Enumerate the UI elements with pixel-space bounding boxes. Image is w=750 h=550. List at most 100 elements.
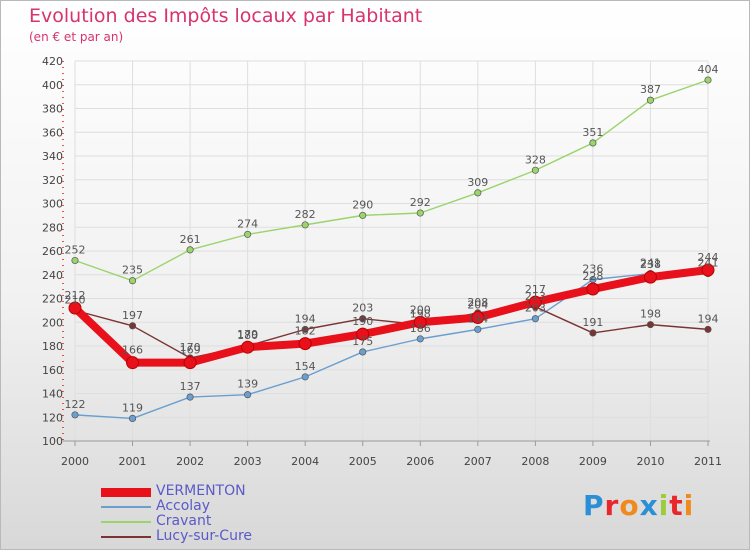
series-line-lucy-sur-cure (74, 306, 709, 359)
y-tick-label: 240 (42, 269, 63, 282)
data-point-cravant (128, 277, 137, 285)
legend-label-accolay: Accolay (156, 498, 211, 514)
data-point-accolay (531, 315, 539, 323)
data-label-cravant: 274 (237, 217, 258, 230)
data-label-lucy-sur-cure: 170 (180, 341, 201, 354)
logo-letter: o (619, 489, 640, 522)
chart-subtitle: (en € et par an) (29, 30, 124, 44)
data-label-accolay: 137 (180, 380, 201, 393)
data-label-accolay: 139 (237, 378, 258, 391)
data-label-vermenton: 238 (640, 258, 661, 271)
logo-letter: t (669, 489, 684, 522)
logo-letter: P (583, 489, 605, 522)
data-point-accolay (416, 335, 424, 343)
data-label-cravant: 351 (582, 126, 603, 139)
data-label-lucy-sur-cure: 210 (65, 293, 86, 306)
data-label-vermenton: 217 (525, 283, 546, 296)
y-tick-label: 360 (42, 126, 63, 139)
data-point-vermenton (471, 311, 485, 324)
data-label-lucy-sur-cure: 213 (525, 290, 546, 303)
data-label-lucy-sur-cure: 191 (582, 316, 603, 329)
data-point-accolay (186, 393, 194, 401)
data-label-vermenton: 166 (122, 344, 143, 357)
y-tick-label: 120 (42, 411, 63, 424)
data-label-cravant: 261 (180, 233, 201, 246)
data-label-vermenton: 212 (65, 289, 86, 302)
data-label-accolay: 122 (65, 398, 86, 411)
y-tick-label: 180 (42, 340, 63, 353)
x-tick-label: 2011 (694, 455, 722, 468)
y-tick-label: 320 (42, 174, 63, 187)
y-tick-label: 300 (42, 198, 63, 211)
data-label-cravant: 282 (295, 208, 316, 221)
y-tick-label: 260 (42, 245, 63, 258)
data-point-cravant (531, 166, 539, 174)
data-point-lucy-sur-cure (646, 321, 655, 329)
data-label-vermenton: 169 (180, 344, 201, 357)
data-point-lucy-sur-cure (128, 322, 137, 330)
legend-swatch-cravant (101, 521, 151, 523)
data-point-lucy-sur-cure (359, 315, 367, 323)
data-point-lucy-sur-cure (589, 329, 597, 337)
data-point-vermenton (68, 301, 82, 315)
data-label-lucy-sur-cure: 197 (122, 309, 143, 322)
data-label-accolay: 194 (467, 312, 488, 325)
data-point-accolay (71, 411, 79, 419)
chart-grid (74, 60, 709, 442)
data-point-vermenton (586, 282, 600, 296)
data-label-cravant: 290 (352, 198, 373, 211)
logo-letter: x (639, 489, 659, 522)
data-point-accolay (128, 414, 137, 422)
legend-label-vermenton: VERMENTON (156, 483, 246, 499)
series-line-vermenton (71, 266, 712, 367)
data-label-cravant: 404 (698, 63, 719, 76)
data-label-accolay: 186 (410, 322, 431, 335)
legend-swatch-lucy-sur-cure (101, 536, 151, 538)
data-label-vermenton: 244 (698, 251, 719, 264)
data-label-accolay: 203 (525, 302, 546, 315)
chart-axes: 100 120 140 160 180 200 220 240 260 280 300 320 340 3… (42, 55, 722, 468)
data-point-lucy-sur-cure (704, 325, 712, 333)
y-tick-label: 100 (42, 435, 63, 448)
data-label-cravant: 292 (410, 196, 431, 209)
chart-title: Evolution des Impôts locaux par Habitant (29, 5, 423, 27)
data-label-lucy-sur-cure: 198 (410, 308, 431, 321)
legend-swatch-accolay (101, 506, 151, 508)
data-point-cravant (704, 76, 712, 84)
data-label-lucy-sur-cure: 194 (295, 312, 316, 325)
logo-letter: r (604, 489, 620, 522)
data-label-cravant: 235 (122, 264, 143, 277)
x-tick-label: 2002 (176, 455, 204, 468)
data-point-vermenton (356, 327, 370, 341)
data-label-lucy-sur-cure: 208 (467, 296, 488, 309)
legend-swatch-vermenton (101, 488, 151, 497)
data-label-vermenton: 228 (582, 270, 603, 283)
y-tick-label: 340 (42, 150, 63, 163)
data-label-lucy-sur-cure: 194 (698, 312, 719, 325)
x-tick-label: 2000 (61, 455, 89, 468)
data-point-cravant (244, 230, 252, 238)
data-point-cravant (646, 96, 655, 104)
data-label-cravant: 252 (65, 244, 86, 257)
data-label-accolay: 119 (122, 401, 143, 414)
x-tick-label: 2007 (464, 455, 492, 468)
data-label-accolay: 236 (582, 263, 603, 276)
data-point-cravant (186, 246, 194, 254)
data-labels-layer: 212 166 169 179 182 190 200 204 217 228 238 244 122 1… (65, 63, 719, 414)
data-label-cravant: 309 (467, 176, 488, 189)
data-label-lucy-sur-cure: 198 (640, 308, 661, 321)
data-point-lucy-sur-cure (301, 325, 309, 333)
data-point-vermenton (183, 356, 197, 370)
data-label-accolay: 175 (352, 335, 373, 348)
data-point-cravant (359, 211, 367, 219)
x-tick-label: 2005 (349, 455, 377, 468)
data-label-accolay: 154 (295, 360, 316, 373)
data-point-vermenton (298, 337, 312, 351)
y-tick-label: 420 (42, 55, 63, 68)
y-tick-label: 280 (42, 221, 63, 234)
data-label-vermenton: 190 (352, 315, 373, 328)
series-line-cravant (74, 79, 709, 282)
data-point-vermenton (413, 315, 427, 329)
